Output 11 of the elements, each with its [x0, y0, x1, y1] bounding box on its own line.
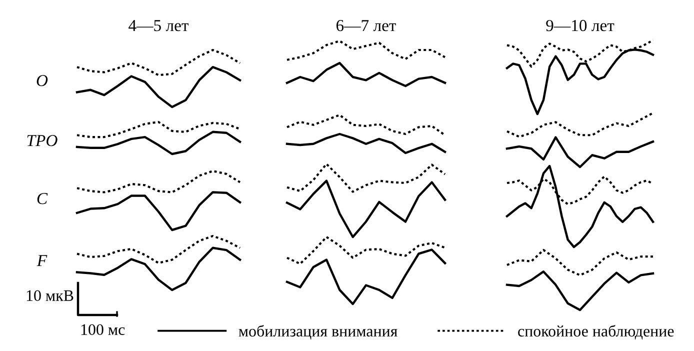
- legend-label: спокойное наблюдение: [518, 324, 674, 340]
- text: 100 мс: [81, 324, 125, 335]
- chart-title: 4—5 лет: [128, 20, 189, 32]
- legend-label: мобилизация внимания: [238, 324, 398, 340]
- y-axis-title: C: [37, 192, 48, 204]
- y-axis-title: TPO: [27, 134, 58, 146]
- text: 10 мкВ: [26, 290, 74, 301]
- y-axis-title: F: [36, 255, 48, 266]
- y-axis-title: O: [36, 74, 48, 86]
- chart-title: 9—10 лет: [546, 20, 614, 32]
- chart-title: 6—7 лет: [336, 20, 396, 32]
